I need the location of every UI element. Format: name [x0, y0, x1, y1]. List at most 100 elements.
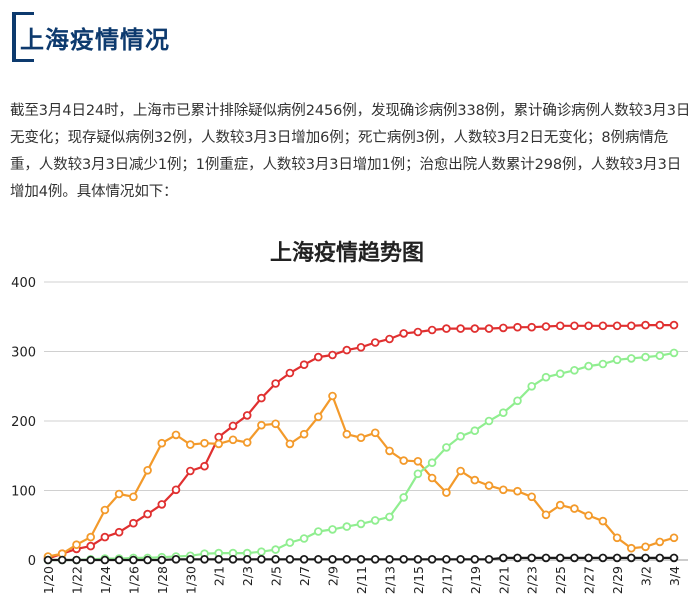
x-tick-label: 1/24	[98, 566, 113, 594]
data-point	[328, 391, 337, 401]
heading-accent-bracket	[12, 12, 34, 62]
data-point	[442, 488, 451, 497]
data-point	[399, 554, 409, 564]
data-point	[328, 554, 337, 564]
data-point	[171, 485, 181, 495]
x-tick-label: 1/30	[183, 566, 198, 594]
x-tick-label: 1/28	[155, 566, 170, 594]
data-point	[257, 393, 266, 403]
data-point	[641, 553, 650, 563]
data-point	[200, 554, 209, 564]
data-point	[242, 554, 252, 564]
x-tick-label: 2/5	[269, 566, 284, 586]
x-tick-label: 1/26	[126, 566, 141, 594]
x-tick-label: 2/21	[496, 566, 511, 594]
data-point	[370, 338, 380, 347]
data-point	[413, 457, 423, 466]
data-point	[86, 541, 95, 551]
data-point	[57, 555, 67, 565]
data-point	[157, 438, 167, 448]
data-point	[655, 553, 665, 563]
data-point	[570, 553, 579, 563]
data-point	[43, 555, 53, 565]
data-point	[570, 504, 579, 513]
data-point	[186, 440, 195, 449]
data-point	[513, 322, 522, 332]
data-point	[612, 553, 622, 563]
data-point	[541, 553, 551, 563]
y-tick-label: 0	[28, 554, 36, 569]
data-point	[598, 516, 608, 526]
data-point	[228, 435, 238, 445]
data-point	[342, 345, 352, 355]
data-point	[228, 421, 238, 431]
data-point	[641, 352, 650, 362]
data-point	[299, 534, 309, 543]
data-point	[669, 348, 679, 358]
data-point	[285, 439, 295, 449]
data-point	[413, 554, 423, 564]
data-point	[129, 492, 138, 502]
data-point	[257, 420, 266, 430]
data-point	[655, 320, 665, 330]
data-point	[541, 510, 551, 520]
data-point	[285, 554, 295, 564]
data-point	[214, 554, 224, 564]
data-point	[171, 430, 181, 440]
data-point	[86, 555, 95, 565]
data-point	[271, 554, 280, 564]
data-point	[313, 554, 323, 564]
data-point	[313, 352, 323, 362]
data-point	[427, 325, 437, 335]
data-point	[669, 553, 679, 563]
series-3	[43, 553, 679, 565]
data-point	[299, 360, 309, 370]
series-line	[47, 393, 675, 558]
data-point	[498, 553, 508, 563]
data-point	[370, 516, 380, 525]
data-point	[100, 532, 110, 542]
data-point	[342, 429, 352, 439]
data-point	[570, 366, 579, 375]
x-tick-label: 2/11	[354, 566, 369, 594]
data-point	[385, 512, 394, 522]
data-point	[484, 554, 494, 564]
data-point	[484, 416, 494, 426]
data-point	[484, 324, 494, 333]
data-point	[114, 527, 124, 537]
data-point	[456, 554, 465, 564]
data-point	[214, 432, 224, 442]
x-tick-label: 2/13	[382, 566, 397, 594]
summary-paragraph: 截至3月4日24时，上海市已累计排除疑似病例2456例，发现确诊病例338例，累…	[10, 103, 691, 200]
x-tick-label: 2/7	[297, 566, 312, 586]
y-tick-label: 400	[11, 276, 36, 291]
data-point	[555, 553, 565, 563]
data-point	[157, 500, 167, 509]
data-point	[513, 396, 522, 406]
data-point	[342, 554, 352, 564]
data-point	[456, 324, 465, 333]
data-point	[626, 553, 636, 563]
data-point	[370, 428, 380, 438]
data-point	[641, 542, 650, 552]
data-point	[200, 461, 209, 471]
data-point	[313, 527, 323, 536]
chart-container: 0 100 200 300 400 1/20 1/22 1/24 1/26 1/28 1/30 2/1…	[0, 232, 694, 610]
data-point	[313, 412, 323, 422]
data-point	[584, 321, 593, 331]
data-point	[200, 438, 209, 448]
data-point	[584, 361, 593, 371]
x-tick-label: 3/4	[667, 566, 682, 586]
data-point	[442, 554, 451, 564]
data-point	[470, 554, 480, 564]
data-point	[271, 379, 280, 388]
data-point	[612, 355, 622, 365]
page-title: 上海疫情情况	[20, 26, 170, 54]
data-point	[527, 382, 536, 391]
data-point	[442, 324, 451, 333]
data-point	[442, 443, 451, 452]
data-point	[626, 321, 636, 331]
x-tick-label: 2/27	[582, 566, 597, 594]
data-point	[527, 492, 536, 502]
data-point	[541, 322, 551, 331]
